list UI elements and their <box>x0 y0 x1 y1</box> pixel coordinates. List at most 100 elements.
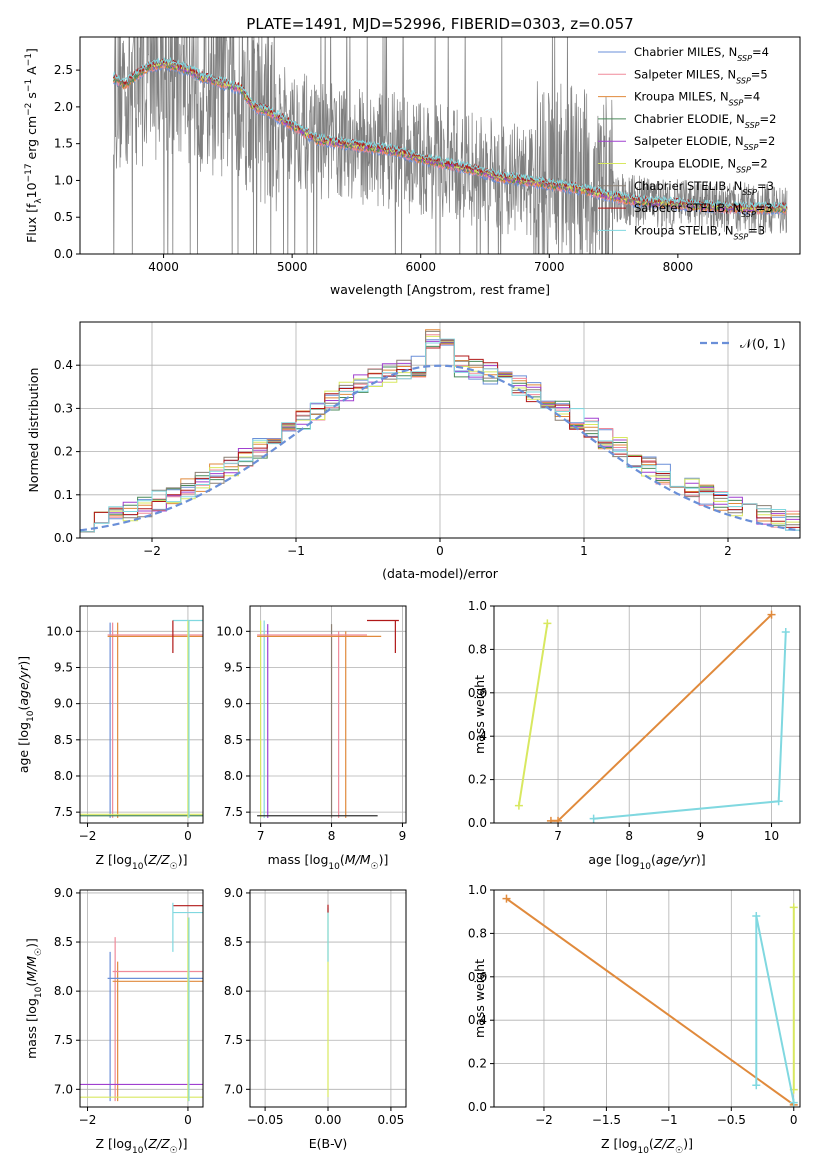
x-tick-label: 9 <box>399 829 407 843</box>
y-tick-label: 7.5 <box>54 1033 73 1047</box>
x-axis-label: mass [log10(M/M☉)] <box>268 852 389 872</box>
grid-residuals <box>80 322 800 539</box>
legend-entry: Salpeter ELODIE, NSSP=2 <box>634 134 775 152</box>
plot-area-age-vs-mass <box>257 619 399 818</box>
y-tick-label: 9.0 <box>54 886 73 900</box>
x-axis-label: E(B-V) <box>309 1136 348 1151</box>
weight-point <box>514 801 523 810</box>
y-axis-label: Flux [fλ10−17 erg cm−2 s−1 A−1] <box>24 48 44 243</box>
grid-weight-vs-age <box>494 605 800 824</box>
x-axis-label: wavelength [Angstrom, rest frame] <box>330 282 550 297</box>
weight-point <box>554 816 563 823</box>
weight-line <box>550 613 773 822</box>
panel-mass-vs-ebv: −0.05 0.00 0.05 7.0 7.5 8.0 8.5 9.0 E(B-V) <box>224 886 407 1151</box>
axes-frame <box>79 605 204 824</box>
y-tick-label: 8.0 <box>224 984 243 998</box>
y-tick-label: 9.0 <box>224 697 243 711</box>
y-tick-label: 0.3 <box>54 401 73 415</box>
panel-age-vs-Z: −2 0 7.5 8.0 8.5 9.0 9.5 10.0 age [log10(age/yr)… <box>16 605 204 872</box>
y-tick-label: 7.5 <box>54 805 73 819</box>
panel-mass-vs-Z: −2 0 7.0 7.5 8.0 8.5 9.0 mass [log10(M/M☉)] Z [l… <box>24 886 204 1156</box>
y-tick-label: 7.5 <box>224 805 243 819</box>
weight-point <box>789 1098 798 1107</box>
y-tick-label: 7.0 <box>54 1082 73 1096</box>
y-tick-label: 2.5 <box>54 63 73 77</box>
y-tick-label: 7.0 <box>224 1082 243 1096</box>
plot-area-weight-vs-age <box>514 610 790 823</box>
x-axis-label: Z [log10(Z/Z☉)] <box>96 1136 188 1156</box>
weight-point <box>543 619 552 628</box>
y-tick-label: 8.0 <box>54 769 73 783</box>
model-line <box>112 56 788 210</box>
legend-entry: Kroupa MILES, NSSP=4 <box>634 90 760 108</box>
axes-frame <box>79 36 801 255</box>
x-axis-label: (data-model)/error <box>382 566 499 581</box>
x-tick-label: 0 <box>184 1113 192 1127</box>
weight-point <box>767 610 776 619</box>
y-tick-label: 0.8 <box>468 926 487 940</box>
plot-area-age-vs-Z <box>80 619 203 818</box>
panels: 4000 5000 6000 7000 80000.00.51.01.52.02.5Fl… <box>16 36 801 1156</box>
x-tick-label: 7 <box>257 829 265 843</box>
legend-entry: Salpeter MILES, NSSP=5 <box>634 67 768 85</box>
y-tick-label: 0.2 <box>468 773 487 787</box>
x-tick-label: 5000 <box>277 260 308 274</box>
legend-entry: Kroupa STELIB, NSSP=3 <box>634 223 765 241</box>
x-tick-label: 10 <box>764 829 779 843</box>
weight-point <box>502 894 511 903</box>
y-tick-label: 0.0 <box>468 1100 487 1114</box>
y-tick-label: 0.4 <box>468 729 487 743</box>
x-tick-label: −1 <box>287 544 305 558</box>
x-tick-label: 8000 <box>663 260 694 274</box>
panel-weight-vs-Z: −2 −1.5 −1 −0.5 0 0.0 0.2 0.4 0.6 0.8 1.0 mass weig… <box>468 883 801 1156</box>
axes-weight-vs-Z: −2 −1.5 −1 −0.5 0 0.0 0.2 0.4 0.6 0.8 1.0 mass weig… <box>468 883 801 1156</box>
legend-entry: Chabrier STELIB, NSSP=3 <box>634 179 774 197</box>
y-tick-label: 0.2 <box>468 1057 487 1071</box>
x-tick-label: 0.05 <box>378 1113 405 1127</box>
axes-frame <box>493 605 801 824</box>
grid-age-vs-mass <box>250 606 406 823</box>
grid-age-vs-Z <box>80 606 203 823</box>
y-tick-label: 0.0 <box>468 816 487 830</box>
weight-line <box>505 897 795 1106</box>
axes-frame <box>493 889 801 1108</box>
x-tick-label: 6000 <box>405 260 436 274</box>
y-tick-label: 0.0 <box>54 531 73 545</box>
y-tick-label: 8.5 <box>54 935 73 949</box>
panel-age-vs-mass: 7 8 9 7.5 8.0 8.5 9.0 9.5 10.0 mass [log10(M/M☉)] <box>216 605 407 872</box>
y-tick-label: 9.5 <box>54 660 73 674</box>
histogram-series <box>80 338 800 533</box>
observed-spectrum <box>113 37 788 254</box>
x-axis-label: age [log10(age/yr)] <box>588 852 705 872</box>
y-tick-label: 0.2 <box>54 445 73 459</box>
x-tick-label: 7 <box>554 829 562 843</box>
x-tick-label: −2 <box>79 829 97 843</box>
grid-mass-vs-Z <box>80 890 203 1107</box>
y-tick-label: 9.0 <box>54 697 73 711</box>
axes-frame <box>79 889 204 1108</box>
plot-area-residuals <box>80 329 800 533</box>
y-tick-label: 8.0 <box>224 769 243 783</box>
x-tick-label: 4000 <box>148 260 179 274</box>
weight-point <box>752 1081 761 1090</box>
axes-age-vs-mass: 7 8 9 7.5 8.0 8.5 9.0 9.5 10.0 mass [log10(M/M☉)] <box>216 605 407 872</box>
y-tick-label: 9.0 <box>224 886 243 900</box>
weight-point <box>781 628 790 637</box>
weight-line <box>517 623 549 806</box>
weight-point <box>774 797 783 806</box>
y-tick-label: 10.0 <box>46 624 73 638</box>
y-tick-label: 0.6 <box>468 970 487 984</box>
y-tick-label: 0.0 <box>54 247 73 261</box>
axes-spectrum: 4000 5000 6000 7000 8000 0.0 0.5 1.0 1.5 2.0 2.5 Fl… <box>24 36 801 297</box>
y-tick-label: 7.5 <box>224 1033 243 1047</box>
legend-entry: Chabrier MILES, NSSP=4 <box>634 45 769 63</box>
weight-point <box>589 814 598 823</box>
weight-point <box>546 816 555 823</box>
x-tick-label: −0.05 <box>247 1113 284 1127</box>
x-tick-label: −2 <box>535 1113 553 1127</box>
figure-title: PLATE=1491, MJD=52996, FIBERID=0303, z=0… <box>246 15 633 33</box>
x-tick-label: 0.00 <box>315 1113 342 1127</box>
x-tick-label: 0 <box>436 544 444 558</box>
x-axis-label: Z [log10(Z/Z☉)] <box>96 852 188 872</box>
